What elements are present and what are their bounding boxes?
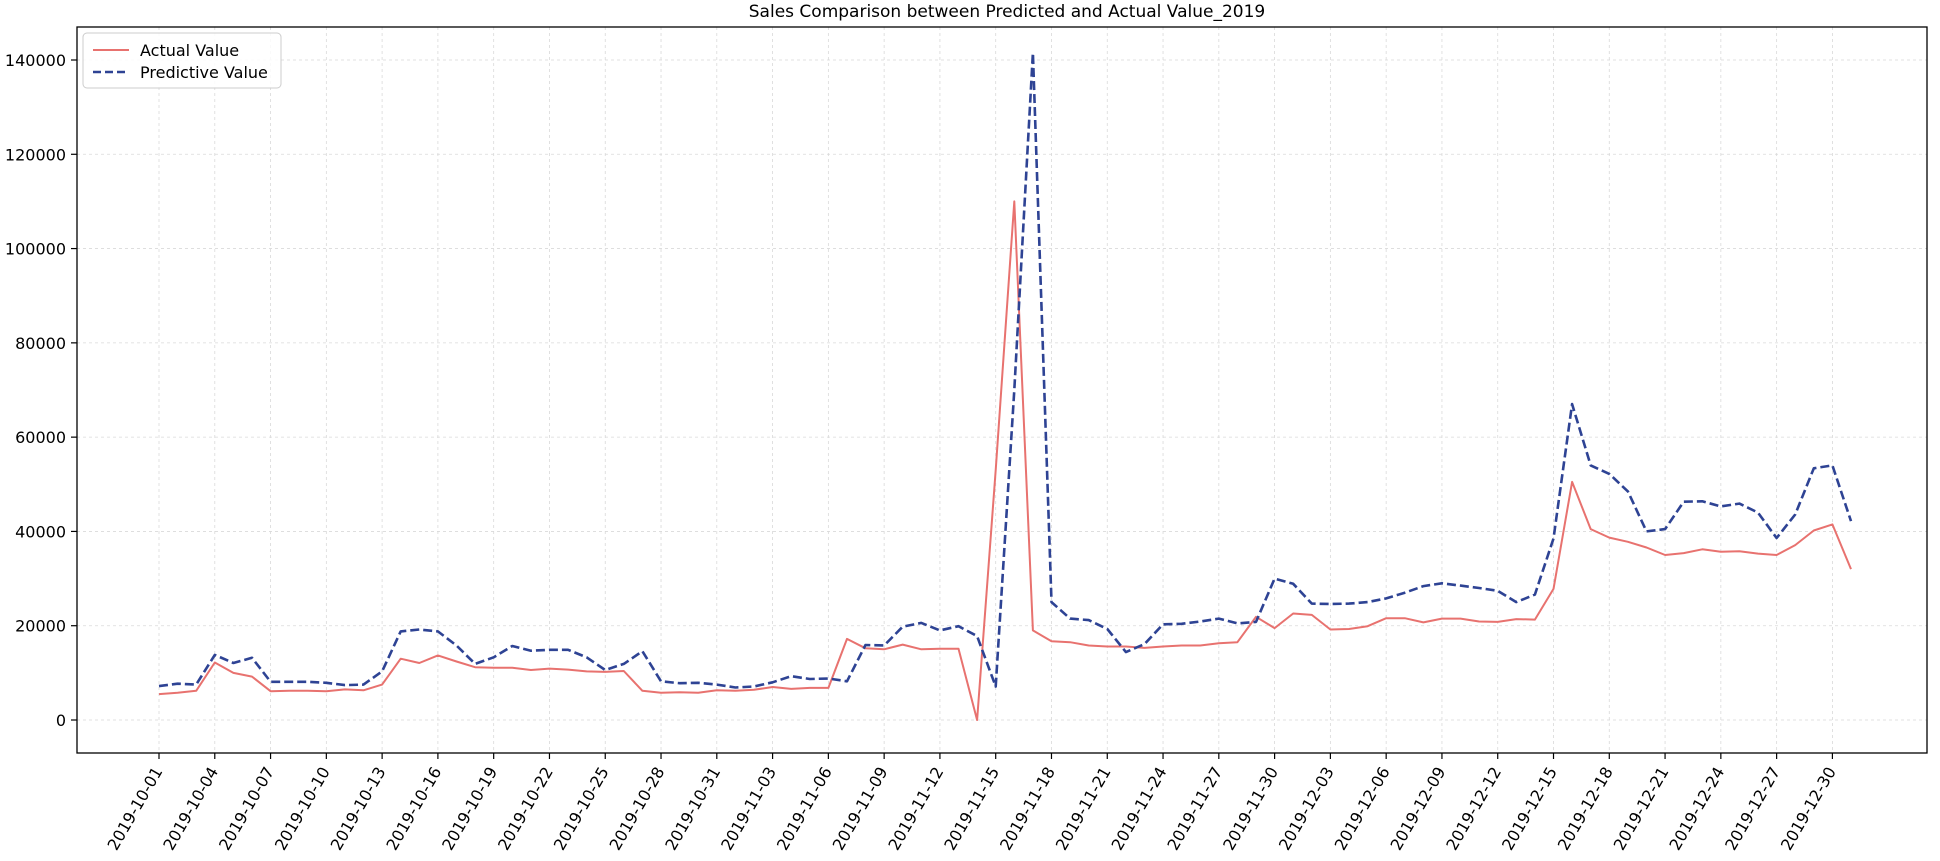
x-tick-label: 2019-11-27 — [1163, 764, 1226, 854]
x-tick-label: 2019-10-22 — [494, 764, 557, 854]
x-tick-label: 2019-11-09 — [829, 764, 892, 854]
x-tick-label: 2019-10-31 — [661, 764, 724, 854]
x-tick-label: 2019-12-06 — [1331, 764, 1394, 854]
x-tick-label: 2019-12-09 — [1386, 764, 1449, 854]
x-tick-label: 2019-11-12 — [884, 764, 947, 854]
x-tick-label: 2019-12-24 — [1665, 764, 1728, 854]
grid-layer — [77, 27, 1927, 753]
plot-frame — [76, 26, 1928, 754]
x-tick-label: 2019-12-18 — [1554, 764, 1617, 854]
x-tick-label: 2019-11-24 — [1108, 764, 1171, 854]
x-tick-label: 2019-10-07 — [215, 764, 278, 854]
y-tick-label: 20000 — [15, 617, 66, 636]
y-tick-label: 60000 — [15, 428, 66, 447]
series-line-actual-value — [158, 200, 1852, 721]
x-tick-label: 2019-10-04 — [159, 764, 222, 854]
x-tick-label: 2019-11-18 — [996, 764, 1059, 854]
chart-legend: Actual Value Predictive Value — [82, 32, 282, 89]
x-tick-label: 2019-10-25 — [550, 764, 613, 854]
x-tick-label: 2019-11-21 — [1052, 764, 1115, 854]
series-line-predictive-value — [158, 51, 1853, 689]
x-tick-label: 2019-12-12 — [1442, 764, 1505, 854]
y-tick-label: 80000 — [15, 334, 66, 353]
x-tick-label: 2019-12-21 — [1610, 764, 1673, 854]
y-tick-label: 120000 — [5, 145, 66, 164]
series-layer — [158, 51, 1853, 721]
x-tick-label: 2019-10-28 — [606, 764, 669, 854]
x-tick-label: 2019-10-16 — [382, 764, 445, 854]
x-tick-label: 2019-12-15 — [1498, 764, 1561, 854]
x-tick-label: 2019-10-10 — [271, 764, 334, 854]
x-tick-label: 2019-11-30 — [1219, 764, 1282, 854]
x-tick-label: 2019-12-30 — [1777, 764, 1840, 854]
x-tick-label: 2019-10-19 — [438, 764, 501, 854]
y-tick-label: 140000 — [5, 51, 66, 70]
x-tick-label: 2019-12-27 — [1721, 764, 1784, 854]
legend-label: Actual Value — [140, 41, 239, 60]
x-tick-label: 2019-11-15 — [940, 764, 1003, 854]
x-tick-label: 2019-10-01 — [104, 764, 167, 854]
x-tick-label: 2019-10-13 — [327, 764, 390, 854]
x-tick-label: 2019-12-03 — [1275, 764, 1338, 854]
chart-title: Sales Comparison between Predicted and A… — [749, 2, 1265, 22]
legend-label: Predictive Value — [140, 63, 268, 82]
y-tick-label: 0 — [56, 711, 66, 730]
x-tick-label: 2019-11-03 — [717, 764, 780, 854]
y-tick-label: 40000 — [15, 522, 66, 541]
legend-box — [82, 32, 282, 89]
x-tick-label: 2019-11-06 — [773, 764, 836, 854]
y-tick-label: 100000 — [5, 240, 66, 259]
